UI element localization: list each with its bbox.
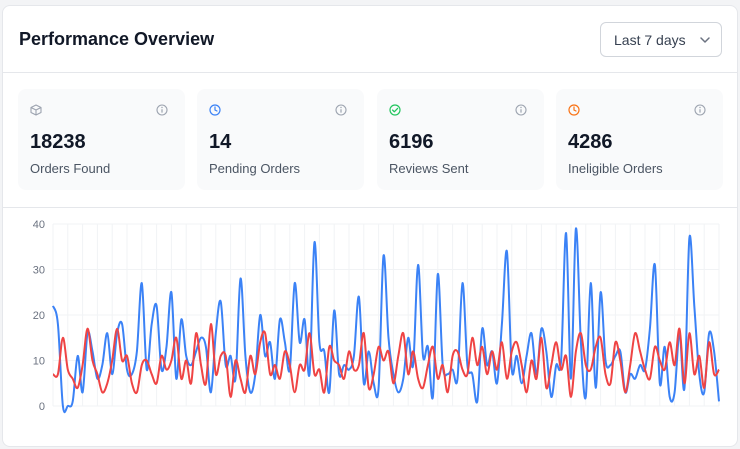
stat-value: 14 bbox=[209, 131, 232, 153]
y-tick-label: 30 bbox=[33, 265, 45, 277]
info-icon[interactable] bbox=[156, 104, 168, 116]
performance-chart: 0 10 20 30 40 bbox=[3, 208, 737, 446]
stat-card-pending-orders: 14 Pending Orders bbox=[197, 89, 364, 190]
series-line-1 bbox=[52, 323, 720, 398]
check-circle-icon bbox=[389, 104, 401, 116]
y-tick-label: 20 bbox=[33, 310, 45, 322]
box-icon bbox=[30, 104, 42, 116]
date-range-value: Last 7 days bbox=[614, 32, 686, 48]
clock-icon bbox=[209, 104, 221, 116]
chart-series bbox=[52, 227, 720, 414]
page-title: Performance Overview bbox=[19, 29, 215, 49]
card-header: Performance Overview Last 7 days bbox=[3, 6, 737, 73]
stat-value: 18238 bbox=[30, 131, 86, 153]
stat-value: 4286 bbox=[568, 131, 613, 153]
date-range-select[interactable]: Last 7 days bbox=[600, 22, 722, 57]
stat-label: Reviews Sent bbox=[389, 161, 469, 176]
info-icon[interactable] bbox=[335, 104, 347, 116]
performance-card: Performance Overview Last 7 days 18238 O… bbox=[2, 5, 738, 447]
stat-label: Pending Orders bbox=[209, 161, 301, 176]
stat-card-orders-found: 18238 Orders Found bbox=[18, 89, 185, 190]
stat-card-reviews-sent: 6196 Reviews Sent bbox=[377, 89, 544, 190]
y-axis: 0 10 20 30 40 bbox=[33, 219, 45, 413]
stat-label: Ineligible Orders bbox=[568, 161, 663, 176]
stats-row: 18238 Orders Found 14 Pending Orders bbox=[3, 73, 737, 208]
line-chart: 0 10 20 30 40 bbox=[33, 219, 720, 414]
y-tick-label: 10 bbox=[33, 356, 45, 368]
stat-value: 6196 bbox=[389, 131, 434, 153]
series-line-0 bbox=[52, 227, 720, 414]
chevron-down-icon bbox=[700, 37, 710, 43]
stat-card-ineligible-orders: 4286 Ineligible Orders bbox=[556, 89, 723, 190]
y-tick-label: 40 bbox=[33, 219, 45, 231]
info-icon[interactable] bbox=[515, 104, 527, 116]
y-tick-label: 0 bbox=[39, 401, 45, 413]
info-icon[interactable] bbox=[694, 104, 706, 116]
clock-icon bbox=[568, 104, 580, 116]
stat-label: Orders Found bbox=[30, 161, 111, 176]
